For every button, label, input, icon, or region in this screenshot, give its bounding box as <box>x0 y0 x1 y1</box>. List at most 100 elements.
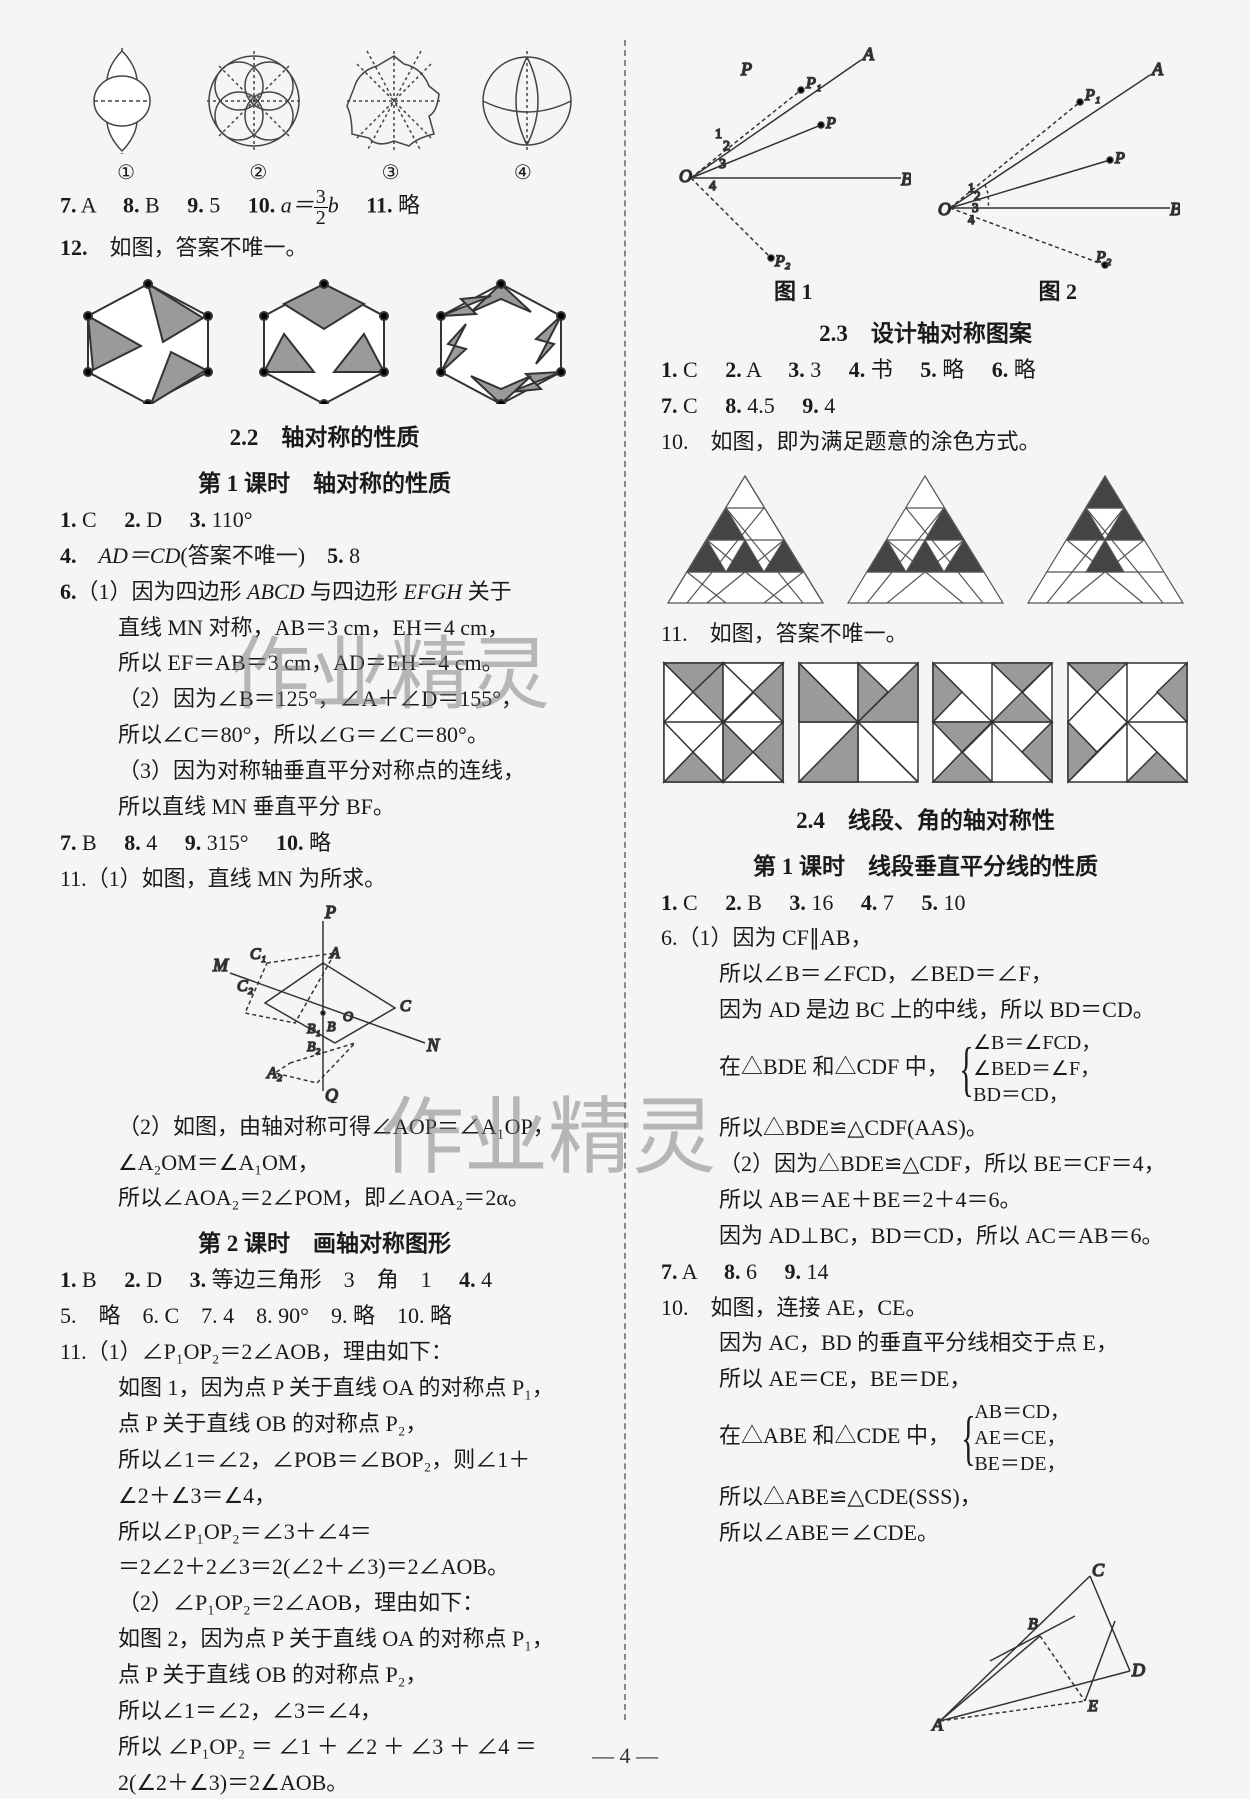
s22r7: 7. B 8. 4 9. 315° 10. 略 <box>60 827 589 859</box>
svg-text:P₂: P₂ <box>1095 249 1112 266</box>
left-column: ① ② ③ ④ 7. A 8. B 9. 5 10. a＝32b 11. 略 1… <box>60 40 589 1720</box>
q12: 12. 12. 如图，答案不唯一。如图，答案不唯一。 <box>60 232 589 264</box>
angle-fig-labels: 图 1 图 2 <box>661 274 1190 306</box>
s22s2r11-7: ＝2∠2＋2∠3＝2(∠2＋∠3)＝2∠AOB。 <box>60 1551 589 1583</box>
s22s2r1: 1. B 2. D 3. 等边三角形 3 角 1 4. 4 <box>60 1264 589 1296</box>
s22r6-7: 所以直线 MN 垂直平分 BF。 <box>60 791 589 823</box>
svg-text:O: O <box>679 166 692 186</box>
r24-6-5: 所以△BDE≌△CDF(AAS)。 <box>661 1112 1190 1144</box>
svg-text:C: C <box>400 998 411 1015</box>
column-divider <box>624 40 626 1720</box>
r24-10-5: 所以△ABE≌△CDE(SSS)， <box>661 1481 1190 1513</box>
section-2-2-sub2: 第 2 课时 画轴对称图形 <box>60 1224 589 1258</box>
s22s2r11-13: 2(∠2＋∠3)＝2∠AOB。 <box>60 1767 589 1799</box>
svg-text:4: 4 <box>709 179 716 194</box>
mn-figure: P Q MN C₁ C₂ C A B₁ B B₂ O A₂ <box>60 903 589 1103</box>
s22s2r11-10: 点 P 关于直线 OB 的对称点 P₂， <box>60 1659 589 1691</box>
s22r6-6: （3）因为对称轴垂直平分对称点的连线， <box>60 755 589 787</box>
r24-1: 1. C 2. B 3. 16 4. 7 5. 10 <box>661 887 1190 919</box>
svg-text:A: A <box>931 1715 944 1731</box>
fig-3 <box>337 46 452 156</box>
svg-text:2: 2 <box>723 139 730 154</box>
lbl-2: ② <box>249 160 267 185</box>
bottom-triangle-fig: C D B E A <box>661 1561 1190 1731</box>
svg-text:B: B <box>1028 1616 1038 1633</box>
s22s2r11-8: （2）∠P₁OP₂＝2∠AOB，理由如下： <box>60 1587 589 1619</box>
s22s2r11-11: 所以∠1＝∠2，∠3＝∠4， <box>60 1695 589 1727</box>
r24-6-4: 在△BDE 和△CDF 中， { ∠B＝∠FCD， ∠BED＝∠F， BD＝CD… <box>661 1030 1190 1108</box>
s22r11h: 11.（1）如图，直线 MN 为所求。 <box>60 863 589 895</box>
svg-text:B₂: B₂ <box>307 1040 321 1055</box>
svg-text:O: O <box>343 1010 353 1025</box>
triangle-grid-figures <box>661 468 1190 608</box>
svg-text:O: O <box>938 199 951 219</box>
svg-text:P₂: P₂ <box>774 253 791 270</box>
svg-text:P₁: P₁ <box>805 75 821 92</box>
s22r6-4: （2）因为∠B＝125°，∠A＋∠D＝155°， <box>60 683 589 715</box>
svg-text:3: 3 <box>719 157 726 172</box>
fig2-label: 图 2 <box>1038 274 1077 306</box>
section-2-2-sub1: 第 1 课时 轴对称的性质 <box>60 464 589 498</box>
s22r11b3: 所以∠AOA₂＝2∠POM，即∠AOA₂＝2α。 <box>60 1182 589 1214</box>
r24-6-8: 因为 AD⊥BC，BD＝CD，所以 AC＝AB＝6。 <box>661 1220 1190 1252</box>
svg-text:Q: Q <box>325 1085 338 1103</box>
r23-1: 1. C 2. A 3. 3 4. 书 5. 略 6. 略 <box>661 354 1190 386</box>
s22r6-1: 6.（1）因为四边形 ABCD 与四边形 EFGH 关于 <box>60 576 589 608</box>
s22r1: 1. C 2. D 3. 110° <box>60 504 589 536</box>
right-column: O B A P P₁ P₂ 34 21 P O B A P P₁ P₂ 12 3… <box>661 40 1190 1720</box>
answers-7-11: 7. A 8. B 9. 5 10. a＝32b 11. 略 <box>60 187 589 228</box>
svg-text:M: M <box>212 955 229 975</box>
svg-text:1: 1 <box>715 127 722 142</box>
top-symmetry-figures <box>60 46 589 156</box>
s22r6-3: 所以 EF＝AB＝3 cm，AD＝EH＝4 cm。 <box>60 647 589 679</box>
fig-2 <box>197 46 312 156</box>
r24-6-2: 所以∠B＝∠FCD，∠BED＝∠F， <box>661 958 1190 990</box>
svg-text:B: B <box>327 1020 336 1035</box>
svg-text:P: P <box>324 903 336 922</box>
hexagon-figures <box>60 274 589 404</box>
s22r11b1: （2）如图，由轴对称可得∠AOP＝∠A₁OP， <box>60 1111 589 1143</box>
r23-10: 10. 如图，即为满足题意的涂色方式。 <box>661 426 1190 458</box>
svg-text:P: P <box>740 59 752 79</box>
s22r6-2: 直线 MN 对称，AB＝3 cm，EH＝4 cm， <box>60 612 589 644</box>
lbl-4: ④ <box>514 160 532 185</box>
svg-text:A: A <box>329 945 340 962</box>
r23-2: 7. C 8. 4.5 9. 4 <box>661 390 1190 422</box>
svg-text:A: A <box>862 44 875 64</box>
svg-text:B₁: B₁ <box>307 1022 320 1037</box>
s22s2r11-5: ∠2＋∠3＝∠4， <box>60 1480 589 1512</box>
s22s2r5: 5. 略 6. C 7. 4 8. 90° 9. 略 10. 略 <box>60 1300 589 1332</box>
fig-1 <box>72 46 172 156</box>
section-2-3: 2.3 设计轴对称图案 <box>661 314 1190 348</box>
fig1-label: 图 1 <box>774 274 813 306</box>
r24-6-1: 6.（1）因为 CF∥AB， <box>661 922 1190 954</box>
svg-text:P: P <box>825 115 836 132</box>
s22r11b2: ∠A₂OM＝∠A₁OM， <box>60 1147 589 1179</box>
s22r6-5: 所以∠C＝80°，所以∠G＝∠C＝80°。 <box>60 719 589 751</box>
lbl-3: ③ <box>382 160 400 185</box>
s22s2r11-3: 点 P 关于直线 OB 的对称点 P₂， <box>60 1408 589 1440</box>
svg-text:E: E <box>1087 1698 1098 1715</box>
s22s2r11-6: 所以∠P₁OP₂＝∠3＋∠4＝ <box>60 1516 589 1548</box>
section-2-2: 2.2 轴对称的性质 <box>60 418 589 452</box>
r24-10-6: 所以∠ABE＝∠CDE。 <box>661 1517 1190 1549</box>
angle-figures: O B A P P₁ P₂ 34 21 P O B A P P₁ P₂ 12 3… <box>661 40 1190 270</box>
svg-text:B: B <box>1170 199 1180 219</box>
s22r4: 4. AD＝CD(答案不唯一) 5. 8 <box>60 540 589 572</box>
top-figure-labels: ① ② ③ ④ <box>60 160 589 185</box>
s22s2r11-1: 11.（1）∠P₁OP₂＝2∠AOB，理由如下： <box>60 1336 589 1368</box>
svg-text:C₁: C₁ <box>250 946 266 963</box>
r24-6-3: 因为 AD 是边 BC 上的中线，所以 BD＝CD。 <box>661 994 1190 1026</box>
r24-10-4: 在△ABE 和△CDE 中， { AB＝CD， AE＝CE， BE＝DE， <box>661 1399 1190 1477</box>
r24-10-1: 10. 如图，连接 AE，CE。 <box>661 1292 1190 1324</box>
r23-11: 11. 如图，答案不唯一。 <box>661 618 1190 650</box>
r24-10-3: 所以 AE＝CE，BE＝DE， <box>661 1363 1190 1395</box>
svg-text:C₂: C₂ <box>237 978 254 995</box>
fig-4 <box>477 46 577 156</box>
r24-10-2: 因为 AC，BD 的垂直平分线相交于点 E， <box>661 1327 1190 1359</box>
lbl-1: ① <box>117 160 135 185</box>
svg-text:D: D <box>1131 1660 1145 1680</box>
s22s2r11-4: 所以∠1＝∠2，∠POB＝∠BOP₂，则∠1＋ <box>60 1444 589 1476</box>
svg-text:A₂: A₂ <box>266 1065 283 1082</box>
svg-text:A: A <box>1151 59 1164 79</box>
